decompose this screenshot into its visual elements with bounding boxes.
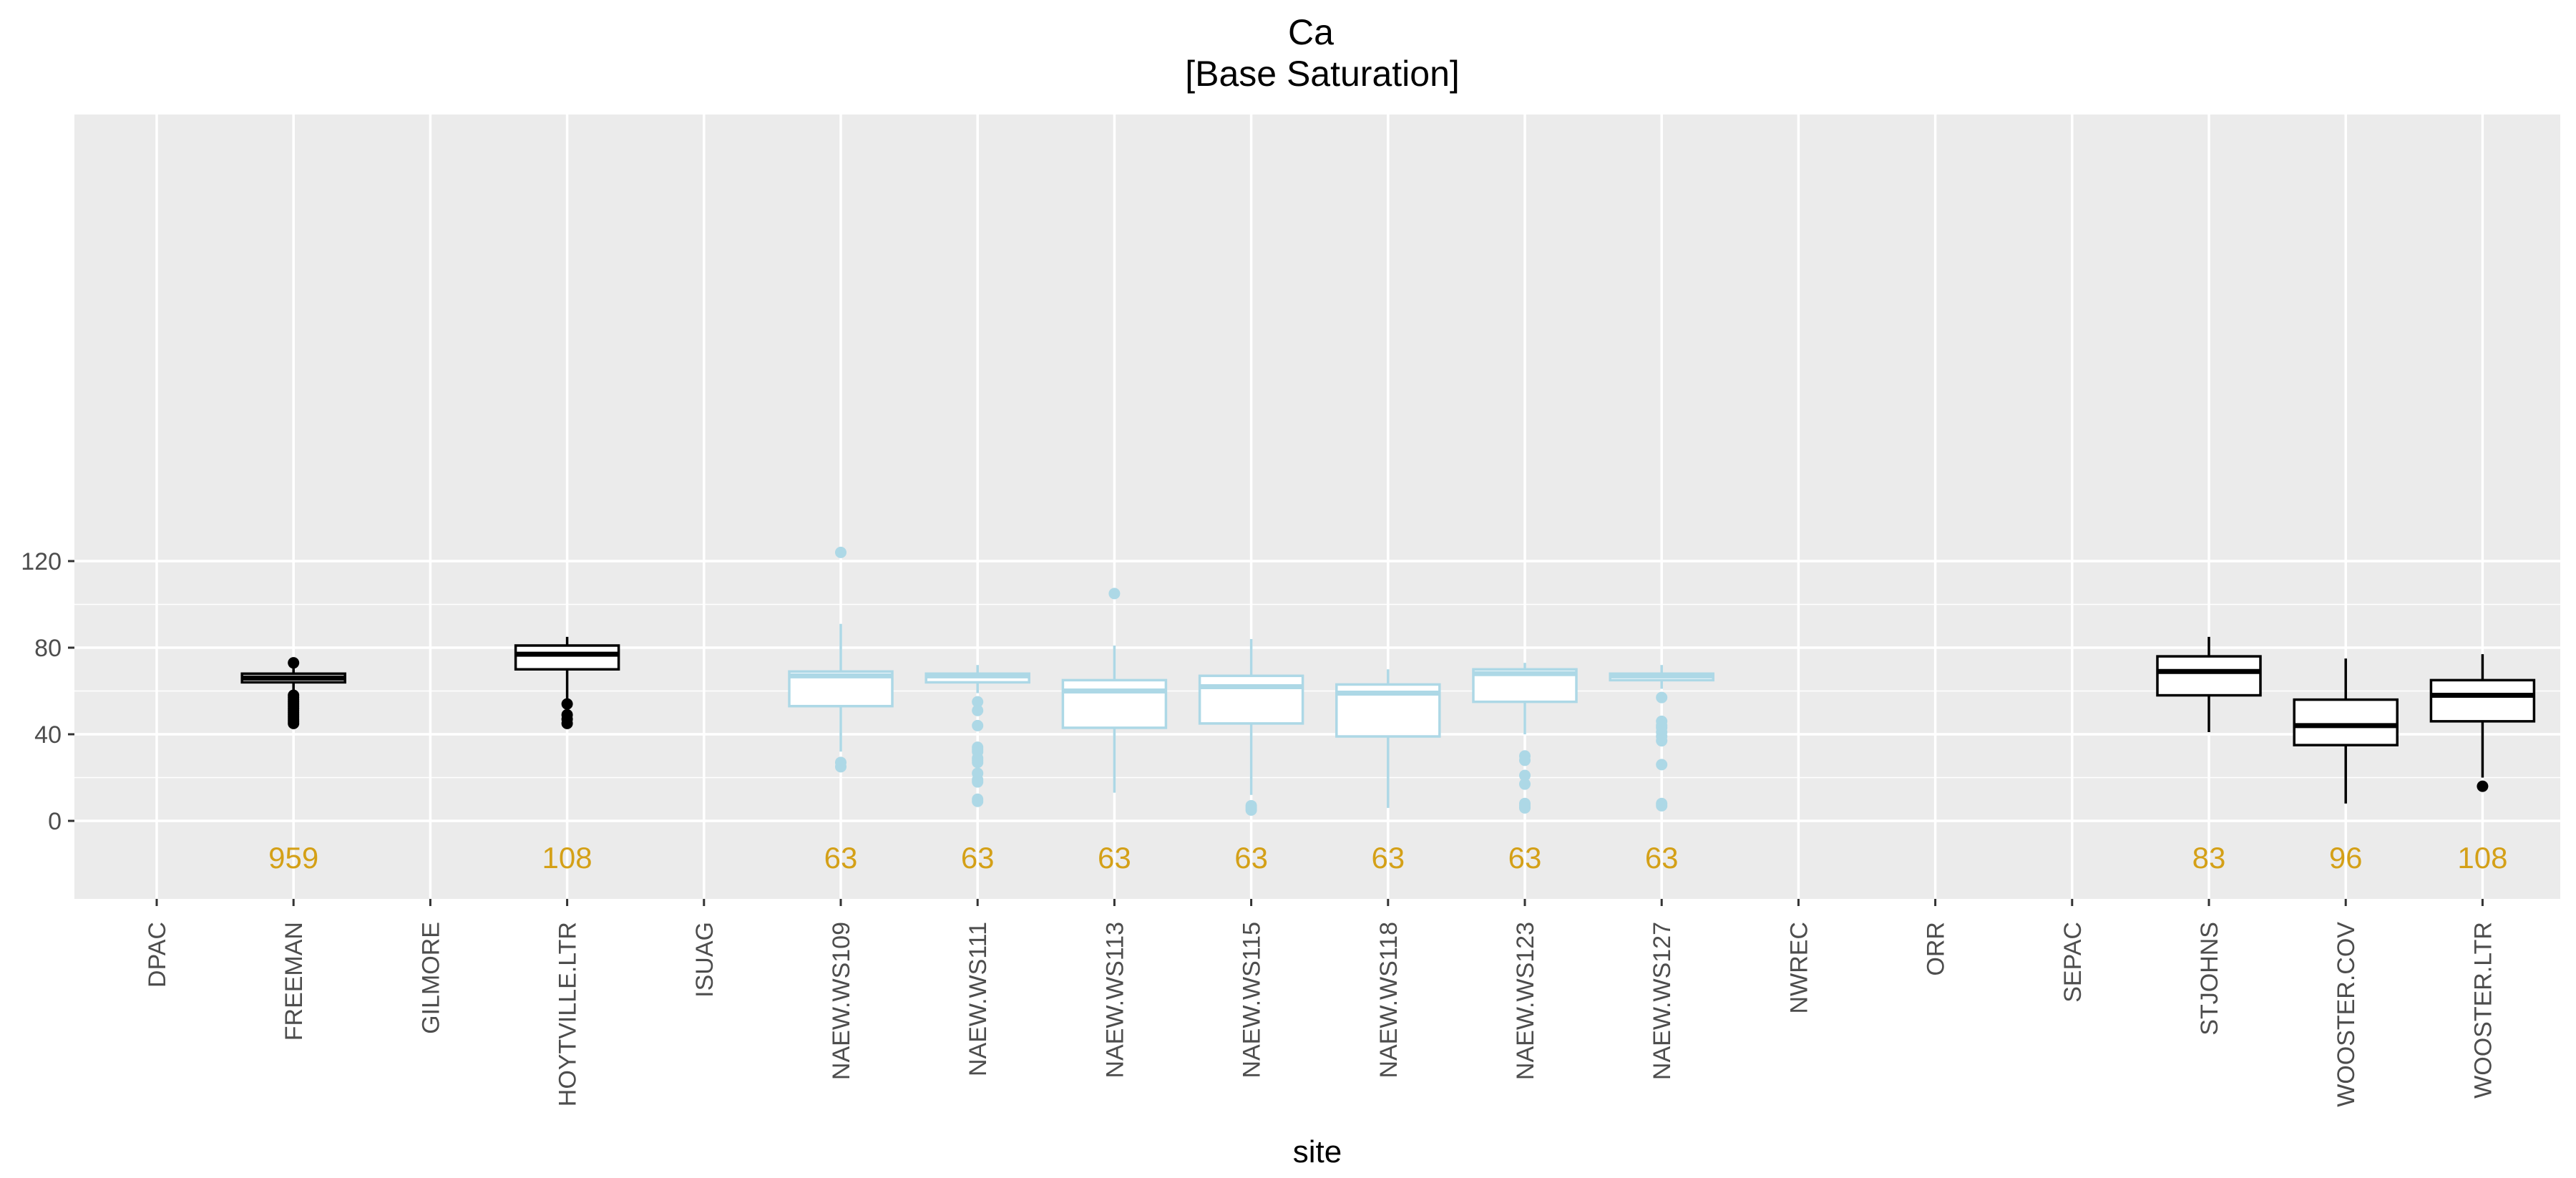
- y-tick-label: 40: [34, 721, 62, 749]
- y-tick-label: 0: [48, 808, 62, 835]
- outlier-point: [835, 546, 847, 558]
- x-tick-label: NAEW.WS115: [1239, 922, 1266, 1079]
- outlier-point: [1519, 802, 1531, 814]
- x-tick-label: FREEMAN: [280, 922, 308, 1041]
- outlier-point: [1519, 778, 1531, 790]
- box-naew-ws123: [1472, 663, 1578, 814]
- x-tick-label: WOOSTER.LTR: [2469, 922, 2497, 1099]
- outlier-point: [972, 756, 984, 769]
- outlier-point: [1519, 754, 1531, 766]
- outlier-point: [1245, 804, 1257, 816]
- outlier-point: [1656, 691, 1668, 704]
- box-wooster-cov: [2293, 658, 2399, 804]
- outlier-point: [972, 776, 984, 788]
- x-tick-label: NAEW.WS109: [828, 922, 855, 1080]
- chart-title: Ca: [1288, 12, 1334, 52]
- count-label: 108: [542, 841, 592, 875]
- box-naew-ws115: [1198, 638, 1304, 816]
- outlier-point: [2477, 780, 2489, 792]
- outlier-point: [972, 795, 984, 807]
- y-tick-label: 80: [34, 635, 62, 662]
- outlier-point: [1656, 799, 1668, 812]
- box-naew-ws109: [788, 546, 894, 773]
- x-tick-label: HOYTVILLE.LTR: [555, 922, 582, 1106]
- x-tick-label: NWREC: [1785, 922, 1813, 1013]
- x-axis: DPAC FREEMAN GILMORE HOYTVILLE.LTR ISUAG NAEW…: [144, 899, 2497, 1107]
- outlier-point: [1519, 769, 1531, 782]
- x-tick-label: NAEW.WS118: [1375, 922, 1402, 1079]
- box-stjohns: [2156, 636, 2262, 732]
- x-tick-label: ISUAG: [691, 922, 718, 998]
- count-label: 63: [1645, 841, 1679, 875]
- outlier-point: [972, 719, 984, 731]
- outlier-point: [972, 696, 984, 708]
- count-label: 83: [2192, 841, 2226, 875]
- x-axis-title: site: [1293, 1134, 1342, 1169]
- box-iqr: [2293, 698, 2399, 746]
- outlier-point: [835, 761, 847, 773]
- box-naew-ws118: [1335, 669, 1441, 808]
- x-tick-label: GILMORE: [417, 922, 444, 1034]
- outlier-point: [1108, 588, 1121, 600]
- outlier-point: [288, 657, 300, 669]
- count-labels: 959 108 63 63 63 63 63 63 63 83 96 108: [268, 841, 2507, 875]
- x-tick-label: STJOHNS: [2196, 922, 2223, 1036]
- outlier-point: [561, 717, 573, 729]
- box-hoytville-ltr: [514, 636, 620, 729]
- plot-panel: [74, 115, 2560, 899]
- count-label: 63: [961, 841, 995, 875]
- outlier-point: [1656, 759, 1668, 771]
- count-label: 63: [1371, 841, 1405, 875]
- box-iqr: [514, 644, 620, 671]
- count-label: 959: [268, 841, 318, 875]
- count-label: 63: [1234, 841, 1268, 875]
- x-tick-label: DPAC: [144, 922, 171, 988]
- x-tick-label: ORR: [1923, 922, 1950, 976]
- x-tick-label: WOOSTER.COV: [2333, 922, 2360, 1107]
- count-label: 96: [2329, 841, 2363, 875]
- outlier-point: [288, 717, 300, 729]
- outlier-point: [561, 698, 573, 710]
- y-axis: 0 40 80 120: [21, 548, 74, 835]
- box-naew-ws127: [1609, 665, 1714, 812]
- outlier-point: [972, 704, 984, 716]
- x-tick-label: NAEW.WS123: [1512, 922, 1539, 1080]
- box-freeman: [240, 657, 346, 729]
- box-iqr: [1061, 678, 1168, 729]
- box-series: [240, 546, 2536, 816]
- count-label: 108: [2457, 841, 2507, 875]
- box-wooster-ltr: [2429, 654, 2536, 792]
- x-tick-label: SEPAC: [2059, 922, 2087, 1003]
- x-tick-label: NAEW.WS113: [1101, 922, 1128, 1079]
- y-tick-label: 120: [21, 548, 62, 575]
- x-tick-label: NAEW.WS111: [965, 922, 992, 1076]
- box-naew-ws111: [924, 665, 1030, 807]
- box-naew-ws113: [1061, 588, 1168, 793]
- box-iqr: [2429, 678, 2536, 723]
- outlier-point: [1656, 735, 1668, 747]
- count-label: 63: [1508, 841, 1542, 875]
- box-iqr: [1198, 674, 1304, 725]
- x-tick-label: NAEW.WS127: [1649, 922, 1676, 1080]
- chart-subtitle: [Base Saturation]: [1185, 54, 1460, 94]
- box-iqr: [2156, 655, 2262, 697]
- count-label: 63: [824, 841, 858, 875]
- count-label: 63: [1098, 841, 1131, 875]
